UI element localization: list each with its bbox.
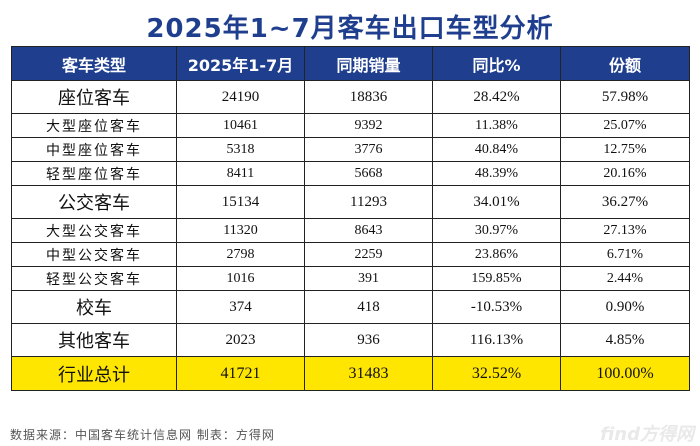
cell-current: 8411 <box>176 161 305 186</box>
table-row: 大型公交客车 11320 8643 30.97% 27.13% <box>11 218 690 243</box>
cell-type: 大型座位客车 <box>11 113 177 138</box>
table-row: 中型公交客车 2798 2259 23.86% 6.71% <box>11 242 690 267</box>
cell-prior: 31483 <box>304 356 433 391</box>
cell-type: 大型公交客车 <box>11 218 177 243</box>
cell-type: 座位客车 <box>11 80 177 114</box>
cell-prior: 936 <box>304 323 433 357</box>
cell-share: 20.16% <box>560 161 690 186</box>
cell-yoy: 34.01% <box>432 185 561 219</box>
export-table: 客车类型 2025年1-7月 同期销量 同比% 份额 座位客车 24190 18… <box>11 46 690 391</box>
watermark-logo: find方得网 <box>600 424 694 445</box>
header-share: 份额 <box>560 46 690 81</box>
cell-share: 4.85% <box>560 323 690 357</box>
cell-yoy: 40.84% <box>432 137 561 162</box>
cell-prior: 3776 <box>304 137 433 162</box>
cell-share: 12.75% <box>560 137 690 162</box>
header-row: 客车类型 2025年1-7月 同期销量 同比% 份额 <box>11 46 690 81</box>
cell-current: 15134 <box>176 185 305 219</box>
header-type: 客车类型 <box>11 46 177 81</box>
cell-share: 0.90% <box>560 290 690 324</box>
table-row: 校车 374 418 -10.53% 0.90% <box>11 290 690 324</box>
cell-yoy: 32.52% <box>432 356 561 391</box>
cell-yoy: 116.13% <box>432 323 561 357</box>
cell-prior: 5668 <box>304 161 433 186</box>
cell-current: 5318 <box>176 137 305 162</box>
cell-type: 轻型座位客车 <box>11 161 177 186</box>
cell-yoy: 23.86% <box>432 242 561 267</box>
cell-prior: 2259 <box>304 242 433 267</box>
cell-current: 2798 <box>176 242 305 267</box>
cell-prior: 11293 <box>304 185 433 219</box>
cell-share: 25.07% <box>560 113 690 138</box>
cell-current: 10461 <box>176 113 305 138</box>
cell-yoy: 30.97% <box>432 218 561 243</box>
cell-type: 行业总计 <box>11 356 177 391</box>
cell-share: 36.27% <box>560 185 690 219</box>
table-row: 公交客车 15134 11293 34.01% 36.27% <box>11 185 690 219</box>
header-yoy: 同比% <box>432 46 561 81</box>
header-current: 2025年1-7月 <box>176 46 305 81</box>
source-note: 数据来源：中国客车统计信息网 制表：方得网 <box>10 428 275 442</box>
cell-current: 41721 <box>176 356 305 391</box>
cell-type: 中型公交客车 <box>11 242 177 267</box>
cell-prior: 9392 <box>304 113 433 138</box>
cell-share: 57.98% <box>560 80 690 114</box>
table-row: 中型座位客车 5318 3776 40.84% 12.75% <box>11 137 690 162</box>
table-row: 轻型座位客车 8411 5668 48.39% 20.16% <box>11 161 690 186</box>
cell-prior: 8643 <box>304 218 433 243</box>
cell-current: 1016 <box>176 266 305 291</box>
cell-share: 27.13% <box>560 218 690 243</box>
page-title: 2025年1~7月客车出口车型分析 <box>146 14 554 44</box>
cell-current: 374 <box>176 290 305 324</box>
cell-type: 公交客车 <box>11 185 177 219</box>
cell-yoy: 159.85% <box>432 266 561 291</box>
cell-share: 100.00% <box>560 356 690 391</box>
cell-type: 其他客车 <box>11 323 177 357</box>
cell-prior: 391 <box>304 266 433 291</box>
cell-type: 校车 <box>11 290 177 324</box>
cell-current: 2023 <box>176 323 305 357</box>
cell-type: 轻型公交客车 <box>11 266 177 291</box>
table-row: 大型座位客车 10461 9392 11.38% 25.07% <box>11 113 690 138</box>
cell-type: 中型座位客车 <box>11 137 177 162</box>
cell-yoy: 11.38% <box>432 113 561 138</box>
cell-current: 24190 <box>176 80 305 114</box>
table-row: 座位客车 24190 18836 28.42% 57.98% <box>11 80 690 114</box>
cell-share: 2.44% <box>560 266 690 291</box>
cell-share: 6.71% <box>560 242 690 267</box>
total-row: 行业总计 41721 31483 32.52% 100.00% <box>11 356 690 391</box>
cell-yoy: -10.53% <box>432 290 561 324</box>
table-row: 其他客车 2023 936 116.13% 4.85% <box>11 323 690 357</box>
cell-prior: 418 <box>304 290 433 324</box>
cell-yoy: 28.42% <box>432 80 561 114</box>
table-row: 轻型公交客车 1016 391 159.85% 2.44% <box>11 266 690 291</box>
cell-yoy: 48.39% <box>432 161 561 186</box>
cell-current: 11320 <box>176 218 305 243</box>
cell-prior: 18836 <box>304 80 433 114</box>
header-prior: 同期销量 <box>304 46 433 81</box>
